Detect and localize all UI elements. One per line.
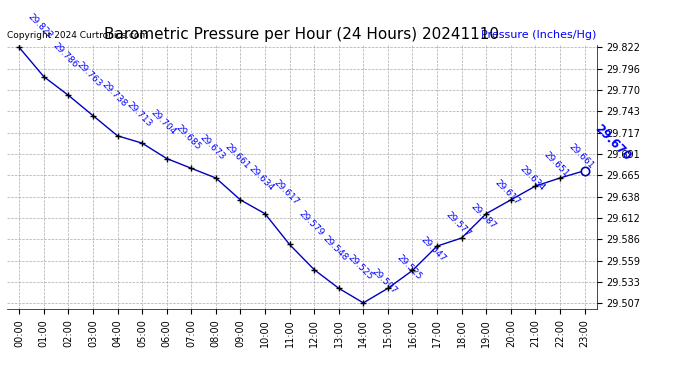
Text: 29.579: 29.579 — [297, 209, 325, 237]
Text: 29.507: 29.507 — [371, 267, 399, 296]
Text: 29.548: 29.548 — [321, 234, 350, 263]
Text: 29.587: 29.587 — [469, 202, 497, 231]
Text: 29.617: 29.617 — [272, 178, 301, 207]
Text: 29.670: 29.670 — [591, 122, 633, 164]
Text: 29.577: 29.577 — [444, 210, 473, 239]
Text: 29.661: 29.661 — [567, 142, 595, 171]
Text: 29.617: 29.617 — [493, 178, 522, 207]
Text: 29.525: 29.525 — [346, 253, 374, 281]
Text: 29.651: 29.651 — [542, 150, 571, 179]
Text: 29.704: 29.704 — [149, 108, 177, 136]
Text: 29.661: 29.661 — [223, 142, 251, 171]
Text: 29.822: 29.822 — [26, 12, 55, 40]
Text: 29.547: 29.547 — [420, 235, 448, 264]
Text: 29.763: 29.763 — [75, 60, 104, 88]
Text: 29.786: 29.786 — [51, 41, 79, 70]
Text: 29.525: 29.525 — [395, 253, 424, 281]
Text: 29.685: 29.685 — [174, 123, 202, 152]
Text: 29.713: 29.713 — [124, 100, 153, 129]
Text: 29.738: 29.738 — [100, 80, 128, 109]
Text: 29.634: 29.634 — [518, 164, 546, 193]
Title: Barometric Pressure per Hour (24 Hours) 20241110: Barometric Pressure per Hour (24 Hours) … — [104, 27, 500, 42]
Text: 29.634: 29.634 — [248, 164, 276, 193]
Text: Copyright 2024 Curtronics.com: Copyright 2024 Curtronics.com — [7, 31, 148, 40]
Text: 29.673: 29.673 — [198, 133, 227, 161]
Text: Pressure (Inches/Hg): Pressure (Inches/Hg) — [482, 30, 597, 40]
